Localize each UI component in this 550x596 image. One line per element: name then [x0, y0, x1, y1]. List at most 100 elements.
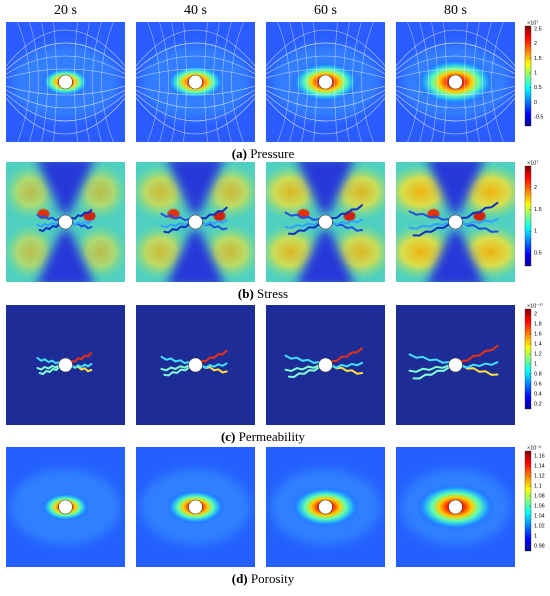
panel-content	[136, 162, 255, 282]
streamline	[464, 22, 468, 142]
panel-content	[266, 162, 385, 282]
colorbar	[524, 450, 532, 552]
streamline	[6, 55, 125, 75]
field-panel	[396, 162, 515, 282]
colorbar-tick-label: 1.2	[534, 351, 542, 357]
crack	[38, 366, 61, 376]
streamline	[396, 55, 515, 75]
colorbar-tick-label: 1.6	[534, 331, 542, 337]
low-band	[427, 162, 484, 214]
low-band	[297, 162, 354, 214]
streamline	[277, 22, 290, 142]
streamline	[343, 22, 350, 142]
streamline	[301, 22, 308, 142]
caption-label: (b)	[238, 286, 254, 301]
streamline	[6, 42, 125, 71]
streamline	[92, 22, 102, 142]
caption-name: Permeability	[239, 429, 306, 444]
streamline	[136, 29, 255, 67]
streamline	[183, 22, 187, 142]
streamline	[407, 22, 420, 142]
colorbar-tick-label: 1.1	[534, 483, 542, 489]
streamline	[266, 55, 385, 75]
streamline	[83, 22, 90, 142]
colorbar	[524, 25, 532, 127]
streamline	[6, 93, 125, 122]
colorbar-tick-label: 1.04	[534, 513, 545, 519]
streamline	[352, 22, 362, 142]
low-band	[427, 230, 484, 282]
colorbar-tick-label: 1.14	[534, 463, 545, 469]
field-panel	[136, 305, 255, 425]
streamline	[396, 89, 515, 109]
streamline	[396, 85, 515, 96]
crack	[70, 363, 93, 369]
crack	[460, 361, 499, 369]
panel-caption: (c) Permeability	[221, 429, 306, 444]
streamline	[266, 89, 385, 109]
field-panel	[266, 305, 385, 425]
crack	[200, 362, 228, 369]
streamline	[136, 93, 255, 122]
colorbar-tick-label: 1.16	[534, 453, 545, 459]
crack	[160, 212, 191, 222]
crack	[460, 364, 499, 376]
streamline	[53, 22, 57, 142]
wellbore	[58, 499, 73, 515]
streamline	[6, 85, 125, 96]
crack	[460, 221, 499, 233]
colorbar-tick-label: 0	[534, 100, 537, 106]
streamline	[231, 22, 244, 142]
streamline	[266, 42, 385, 71]
crack	[330, 218, 364, 226]
caption-label: (a)	[232, 146, 247, 161]
wellbore	[318, 357, 333, 373]
field-panel	[6, 447, 125, 567]
crack	[330, 361, 364, 369]
colorbar-tick-label: 1	[534, 229, 537, 235]
streamline	[136, 97, 255, 135]
streamline	[222, 22, 232, 142]
colorbar-tick-label: 1.06	[534, 503, 545, 509]
streamline	[419, 22, 429, 142]
colorbar-tick-label: 1.5	[534, 207, 542, 213]
streamline	[147, 22, 160, 142]
streamline	[334, 22, 338, 142]
wellbore	[188, 74, 203, 90]
colorbar-tick-label: 0.8	[534, 371, 542, 377]
field-panel	[136, 22, 255, 142]
streamline	[266, 68, 385, 79]
colorbar-tick-label: 2	[534, 311, 537, 317]
streamline	[473, 22, 480, 142]
colorbar-tick-label: 1.8	[534, 321, 542, 327]
field-panel	[136, 162, 255, 282]
panel-content	[136, 22, 255, 142]
crack	[412, 366, 451, 380]
caption-name: Porosity	[251, 571, 295, 586]
crack	[36, 214, 61, 222]
crack	[38, 223, 61, 233]
colorbar-tick-label: 0.6	[534, 381, 542, 387]
streamline	[101, 22, 114, 142]
streamline	[396, 97, 515, 135]
colorbar-tick-label: 2	[534, 41, 537, 47]
field-panel	[266, 22, 385, 142]
colorbar-exponent: ×10⁷	[527, 159, 538, 166]
streamline	[41, 22, 48, 142]
streamline	[289, 22, 299, 142]
column-header: 40 s	[184, 3, 207, 18]
streamline	[266, 93, 385, 122]
wellbore	[58, 74, 73, 90]
caption-label: (c)	[221, 429, 235, 444]
streamline	[6, 29, 125, 67]
colorbar-exponent: ×10⁻¹⁷	[527, 302, 543, 309]
field-panel	[396, 305, 515, 425]
streamline	[313, 22, 317, 142]
crack	[408, 353, 451, 364]
streamline	[443, 22, 447, 142]
crack	[70, 220, 93, 226]
wellbore	[448, 214, 463, 230]
wellbore	[58, 357, 73, 373]
streamline	[204, 22, 208, 142]
colorbar-exponent: ×10⁻²	[527, 445, 541, 451]
